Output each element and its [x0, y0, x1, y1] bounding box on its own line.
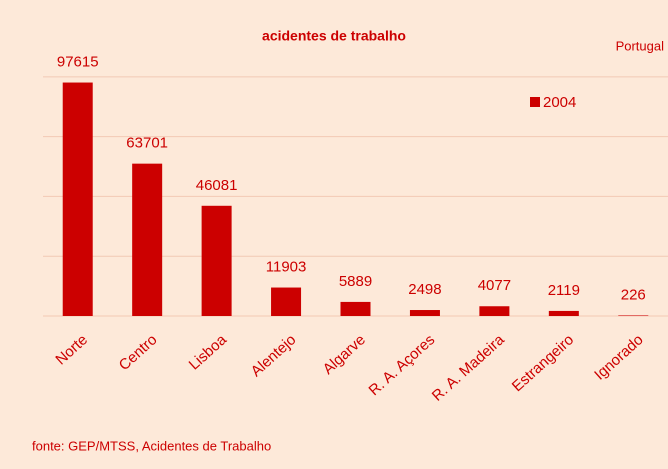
- data-label: 2119: [548, 282, 580, 299]
- x-tick-label: Lisboa: [186, 331, 231, 374]
- data-label: 46081: [196, 177, 238, 194]
- data-label: 5889: [339, 273, 372, 290]
- bar: [340, 301, 371, 316]
- bar: [548, 310, 579, 316]
- x-tick-label: Alentejo: [248, 331, 300, 380]
- annotation: Portugal: [616, 38, 665, 53]
- chart-title: acidentes de trabalho: [262, 28, 406, 44]
- data-label: 63701: [126, 135, 168, 152]
- legend-swatch: [530, 97, 540, 107]
- bar: [618, 315, 649, 316]
- data-label: 11903: [266, 259, 307, 276]
- bar: [409, 310, 440, 316]
- legend-label: 2004: [543, 94, 576, 111]
- x-tick-label: Norte: [52, 331, 91, 368]
- x-tick-label: Estrangeiro: [509, 331, 577, 395]
- bar: [271, 287, 302, 316]
- data-label: 97615: [57, 54, 99, 71]
- source-note: fonte: GEP/MTSS, Acidentes de Trabalho: [32, 438, 271, 453]
- bar: [479, 306, 510, 316]
- data-label: 4077: [478, 277, 511, 294]
- bar: [201, 205, 232, 316]
- x-tick-label: Algarve: [320, 331, 369, 378]
- x-tick-label: R. A. Madeira: [429, 331, 508, 405]
- x-tick-label: R. A. Açores: [366, 331, 439, 399]
- data-label: 226: [621, 286, 646, 303]
- data-label: 2498: [408, 281, 441, 298]
- bar: [132, 163, 163, 316]
- x-tick-label: Centro: [116, 331, 161, 374]
- bar: [62, 82, 93, 316]
- x-tick-label: Ignorado: [591, 331, 646, 383]
